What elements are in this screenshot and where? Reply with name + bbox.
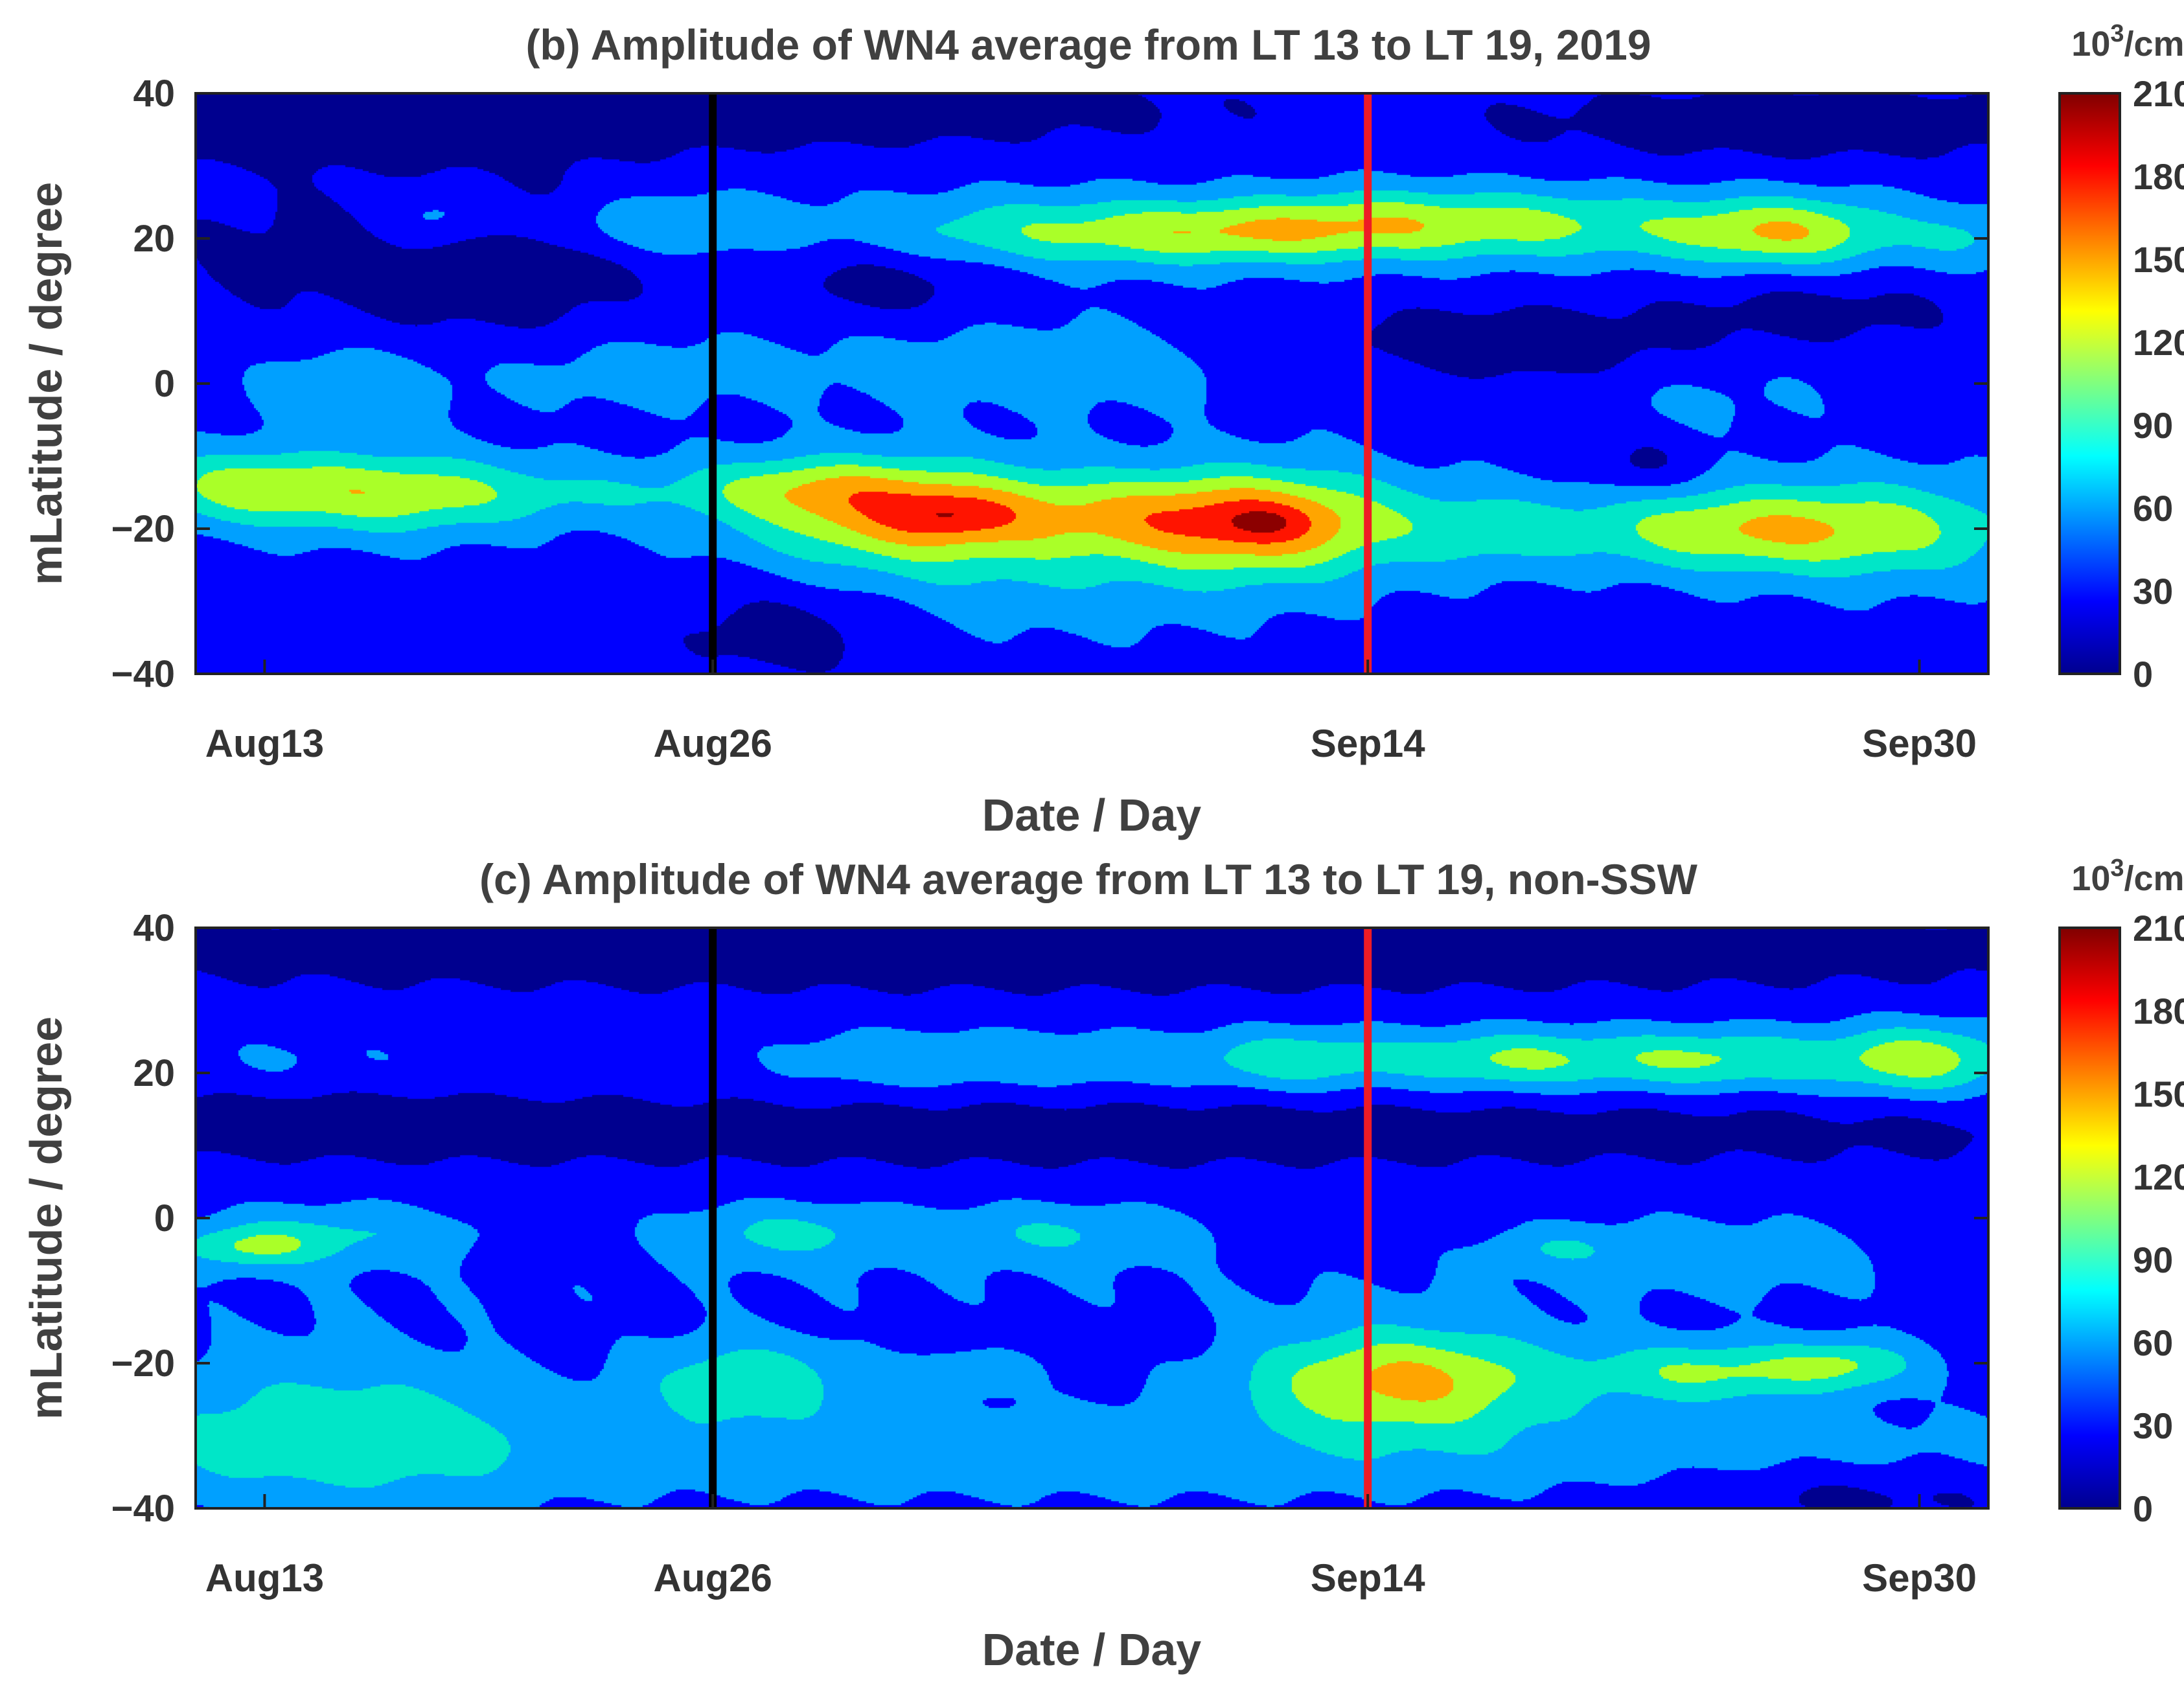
- colorbar-tick-label: 60: [2133, 488, 2173, 529]
- x-tick-label: Sep30: [1862, 722, 1977, 765]
- y-tick-label: 40: [133, 73, 175, 115]
- x-tick-label: Aug26: [653, 722, 772, 765]
- colorbar-bar: [2058, 92, 2121, 675]
- x-axis: Aug13 Aug26 Sep14 Sep30: [205, 660, 1977, 765]
- y-tick-label: −40: [111, 1488, 175, 1530]
- colorbar: 210 180 150 120 90 60 30 0: [2058, 908, 2184, 1529]
- panel-c: (c) Amplitude of WN4 average from LT 13 …: [21, 855, 2184, 1675]
- colorbar-tick-label: 30: [2133, 1405, 2173, 1446]
- y-axis: 40 20 0 −20 −40: [111, 73, 1988, 695]
- y-axis: 40 20 0 −20 −40: [111, 907, 1988, 1530]
- x-axis-label: Date / Day: [982, 790, 1202, 840]
- colorbar-tick-label: 180: [2133, 156, 2184, 197]
- colorbar-tick-label: 150: [2133, 1074, 2184, 1114]
- chart-title: (b) Amplitude of WN4 average from LT 13 …: [525, 21, 1651, 69]
- y-tick-label: −20: [111, 508, 175, 550]
- x-tick-label: Sep14: [1311, 1556, 1425, 1600]
- colorbar-tick-label: 0: [2133, 1488, 2153, 1529]
- colorbar-tick-label: 0: [2133, 654, 2153, 695]
- x-tick-label: Aug13: [205, 722, 324, 765]
- heatmap-area: [196, 93, 1988, 674]
- y-tick-label: 20: [133, 1052, 175, 1094]
- y-tick-label: 0: [154, 363, 175, 405]
- colorbar-tick-label: 120: [2133, 1157, 2184, 1197]
- x-tick-label: Sep14: [1311, 722, 1425, 765]
- colorbar-tick-label: 210: [2133, 908, 2184, 949]
- chart-title: (c) Amplitude of WN4 average from LT 13 …: [479, 855, 1698, 903]
- y-tick-label: −40: [111, 653, 175, 695]
- colorbar: 210 180 150 120 90 60 30 0: [2058, 73, 2184, 695]
- y-tick-label: 0: [154, 1197, 175, 1239]
- y-axis-label: mLatitude / degree: [21, 182, 71, 585]
- colorbar-tick-label: 210: [2133, 73, 2184, 114]
- heatmap-canvas: [196, 93, 1988, 674]
- panel-b: (b) Amplitude of WN4 average from LT 13 …: [21, 20, 2184, 840]
- x-axis-label: Date / Day: [982, 1624, 1202, 1675]
- y-tick-label: 20: [133, 218, 175, 260]
- colorbar-bar: [2058, 927, 2121, 1510]
- colorbar-tick-label: 120: [2133, 322, 2184, 363]
- x-axis: Aug13 Aug26 Sep14 Sep30: [205, 1494, 1977, 1600]
- colorbar-tick-label: 150: [2133, 239, 2184, 280]
- x-tick-label: Aug13: [205, 1556, 324, 1600]
- x-tick-label: Sep30: [1862, 1556, 1977, 1600]
- colorbar-tick-label: 180: [2133, 991, 2184, 1031]
- colorbar-tick-label: 60: [2133, 1322, 2173, 1363]
- colorbar-tick-label: 90: [2133, 405, 2173, 446]
- colorbar-tick-label: 90: [2133, 1239, 2173, 1280]
- heatmap-area: [196, 928, 1988, 1508]
- colorbar-unit: 103/cm3: [2071, 855, 2184, 898]
- x-tick-label: Aug26: [653, 1556, 772, 1600]
- heatmap-canvas: [196, 928, 1988, 1508]
- y-axis-label: mLatitude / degree: [21, 1017, 71, 1420]
- y-tick-label: −20: [111, 1342, 175, 1385]
- y-tick-label: 40: [133, 907, 175, 949]
- colorbar-tick-label: 30: [2133, 571, 2173, 612]
- colorbar-unit: 103/cm3: [2071, 20, 2184, 63]
